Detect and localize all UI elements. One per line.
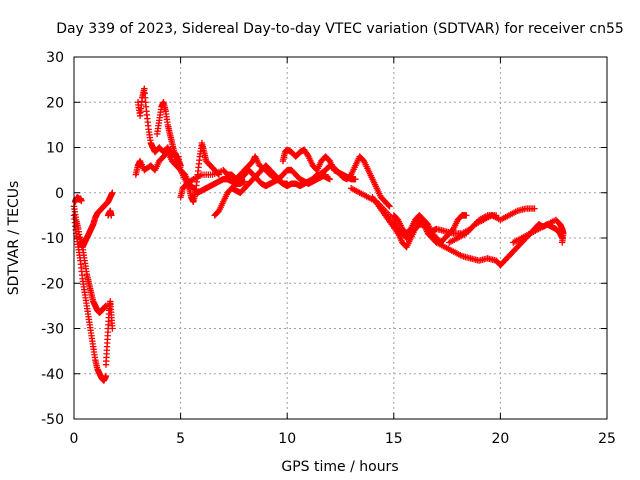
y-tick-label: -30 [41,322,64,338]
series-loop-b [228,162,334,196]
data-point [109,325,116,332]
data-point [78,197,85,205]
data-point [559,234,566,242]
x-tick-label: 5 [176,431,185,447]
x-axis-label: GPS time / hours [281,459,398,475]
data-point [109,189,116,196]
x-tick-label: 0 [70,431,79,447]
y-axis-label: SDTVAR / TECUs [6,181,22,296]
y-tick-label: -40 [41,367,64,383]
series-loop-a [211,166,329,219]
y-tick-label: 20 [46,95,64,111]
series-descent-a [347,185,500,242]
data-point [463,212,470,219]
plot-frame [73,56,608,420]
y-tick-label: -10 [41,231,64,247]
series-descent-b [369,194,542,269]
series-descent-c [390,212,470,246]
series-early-rise [70,189,116,251]
series-return [446,205,538,246]
data-point [386,203,393,210]
y-tick-label: -20 [41,276,64,292]
data-point [102,302,110,310]
y-tick-label: 30 [46,50,64,66]
data-point [241,178,248,185]
series-early-tail [104,207,115,219]
series-mid-12-14 [315,153,393,210]
data-point [102,372,110,380]
chart-title: Day 339 of 2023, Sidereal Day-to-day VTE… [56,21,624,37]
series-dip-left [70,212,110,384]
y-tick-label: 10 [46,141,64,157]
data-point [326,175,334,183]
series-early-flat [71,194,85,205]
ticks: 0 5 10 15 20 25 -50 -40 -30 -20 -10 0 10 20 30 [41,50,616,447]
data-point [352,175,359,183]
grid [74,57,607,419]
data-point [108,212,115,219]
data-points [70,85,567,384]
y-tick-label: -50 [41,412,64,428]
x-tick-label: 20 [491,431,509,447]
data-point [531,205,538,212]
series-tail-flat [535,221,566,242]
x-tick-label: 25 [598,431,616,447]
x-tick-label: 10 [278,431,296,447]
x-tick-label: 15 [385,431,403,447]
series-dip-right [102,298,116,368]
y-tick-label: 0 [55,186,64,202]
data-point [385,202,392,209]
